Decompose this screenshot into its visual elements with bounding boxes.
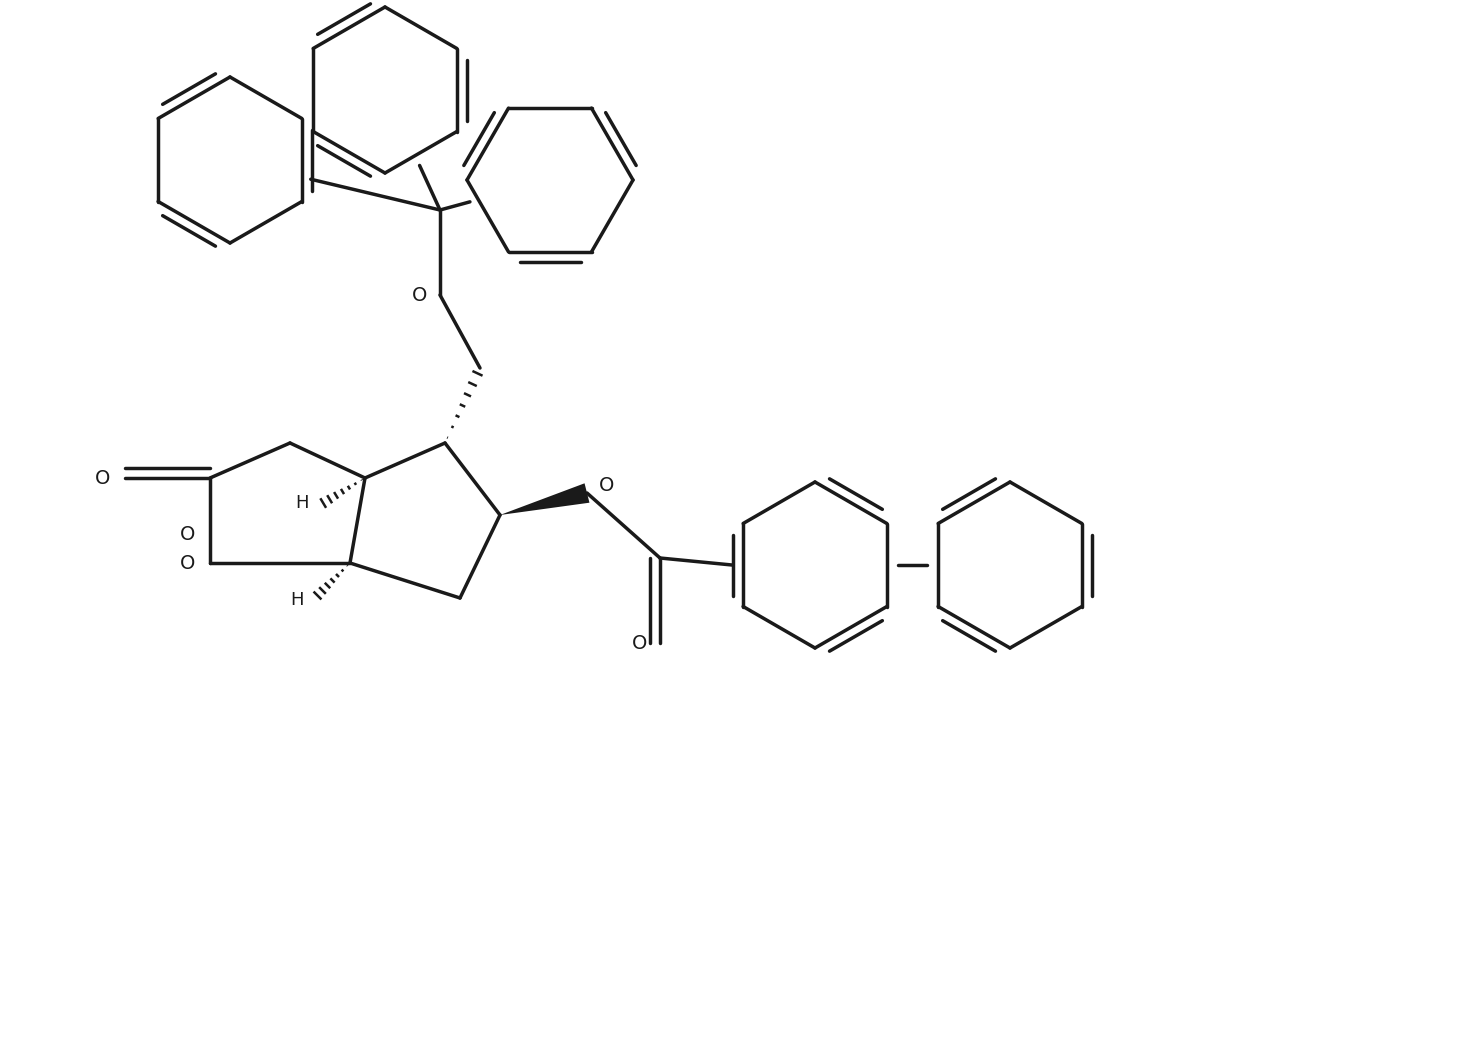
Text: O: O [181,553,196,572]
Text: O: O [412,286,428,305]
Text: O: O [181,525,196,544]
Text: O: O [95,468,111,488]
Text: O: O [633,633,648,652]
Text: H: H [290,591,304,609]
Text: O: O [599,475,615,494]
Polygon shape [499,484,590,515]
Text: H: H [295,494,308,512]
